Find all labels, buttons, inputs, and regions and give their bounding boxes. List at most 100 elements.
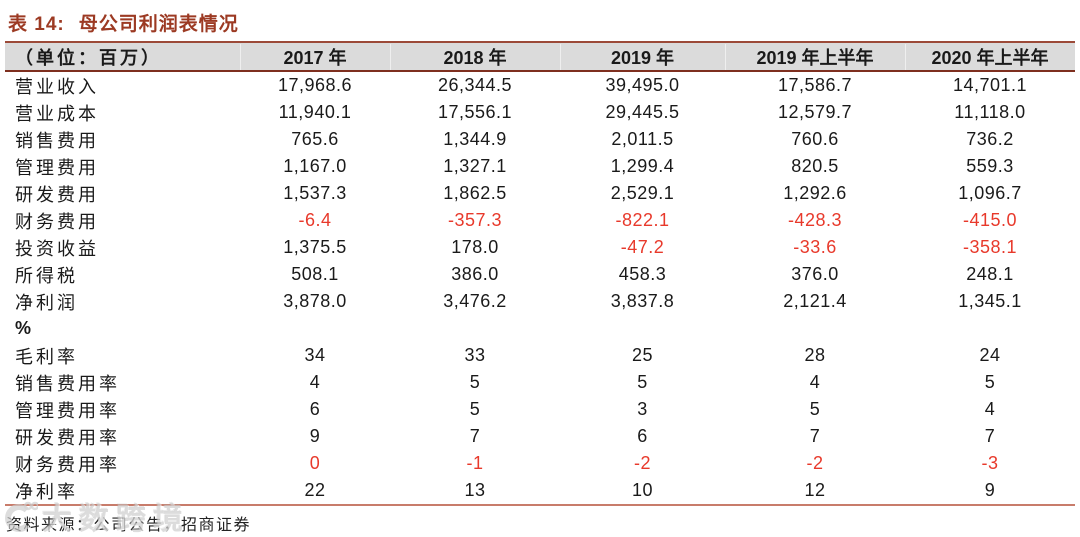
cell-value: 5 [809,399,821,419]
table-row: 研发费用率 9 7 6 7 7 [5,423,1075,450]
table-title: 表 14: 母公司利润表情况 [0,0,1080,41]
cell-value: 17,968.6 [277,75,353,95]
cell-value: -47.2 [620,237,665,257]
table-title-text: 母公司利润表情况 [78,14,239,35]
table-row: 净利率 22 13 10 12 9 [5,477,1075,504]
cell-value: -3 [981,453,999,473]
cell-value: 3,878.0 [283,291,347,311]
cell-value: 9 [984,480,996,500]
cell-value: 3 [637,399,648,419]
cell-value: 12 [804,480,826,500]
cell-value: 25 [631,345,654,365]
row-label: 财务费用率 [15,454,120,475]
table-row: 营业收入 17,968.6 26,344.5 39,495.0 17,586.7 14,7… [5,72,1075,99]
table-row: 投资收益 1,375.5 178.0 -47.2 -33.6 -358.1 [5,234,1075,261]
row-label: 管理费用率 [15,400,120,421]
cell-value: 7 [809,426,821,446]
row-label: 研发费用 [15,184,99,205]
cell-value: 12,579.7 [777,102,853,122]
row-label: 销售费用 [15,130,99,151]
cell-value: -358.1 [962,237,1018,257]
table-row: 财务费用 -6.4 -357.3 -822.1 -428.3 -415.0 [5,207,1075,234]
row-label: 研发费用率 [15,427,120,448]
table-row: 营业成本 11,940.1 17,556.1 29,445.5 12,579.7 11,1… [5,99,1075,126]
column-header-2017: 2017 年 [240,44,390,70]
cell-value: 2,011.5 [611,129,674,149]
cell-value: 1,327.1 [443,156,507,176]
row-label: 净利润 [15,292,78,313]
cell-value: 1,345.1 [958,291,1022,311]
cell-value: -2 [633,453,651,473]
cell-value: 26,344.5 [437,75,513,95]
column-header-2019: 2019 年 [560,44,725,70]
column-header-2020h1: 2020 年上半年 [905,44,1075,70]
cell-value: -822.1 [615,210,670,230]
cell-value: 3,837.8 [610,291,675,311]
cell-value: 39,495.0 [605,75,680,95]
cell-value: 4 [809,372,821,392]
cell-value: 4 [309,372,321,392]
table-row: 管理费用率 6 5 3 5 4 [5,396,1075,423]
table-header-row: （单位：百万） 2017 年 2018 年 2019 年 2019 年上半年 2… [5,43,1075,72]
cell-value: 4 [984,399,996,419]
cell-value: 29,445.5 [605,102,680,122]
table-row: 管理费用 1,167.0 1,327.1 1,299.4 820.5 559.3 [5,153,1075,180]
row-label: 投资收益 [15,238,99,259]
cell-value: 1,862.5 [443,183,507,203]
cell-value: -1 [466,453,484,473]
cell-value: -415.0 [962,210,1018,230]
cell-value: 5 [984,372,996,392]
cell-value: 34 [304,345,326,365]
cell-value: 3,476.2 [443,291,507,311]
cell-value: 458.3 [618,264,667,284]
table-number-tag: 表 14: [8,14,65,35]
cell-value: 14,701.1 [952,75,1028,95]
cell-value: 248.1 [966,264,1014,284]
cell-value: 0 [309,453,321,473]
cell-value: 11,940.1 [278,102,352,122]
table-row: 毛利率 34 33 25 28 24 [5,342,1075,369]
cell-value: 736.2 [966,129,1014,149]
table-row: 财务费用率 0 -1 -2 -2 -3 [5,450,1075,477]
cell-value: 508.1 [291,264,339,284]
cell-value: 5 [469,372,481,392]
cell-value: 6 [637,426,648,446]
row-label: 毛利率 [15,346,78,367]
cell-value: 1,167.0 [283,156,347,176]
cell-value: 5 [469,399,481,419]
table-row: 所得税 508.1 386.0 458.3 376.0 248.1 [5,261,1075,288]
cell-value: 1,299.4 [610,156,675,176]
cell-value: 10 [631,480,654,500]
cell-value: 765.6 [291,129,339,149]
table-row: 销售费用率 4 5 5 4 5 [5,369,1075,396]
cell-value: 13 [464,480,486,500]
cell-value: 5 [637,372,648,392]
cell-value: 386.0 [451,264,499,284]
cell-value: 7 [984,426,996,446]
row-label: 营业成本 [15,103,99,124]
cell-value: 1,537.3 [283,183,347,203]
column-header-2019h1: 2019 年上半年 [725,44,905,70]
cell-value: 33 [464,345,486,365]
table-row: 净利润 3,878.0 3,476.2 3,837.8 2,121.4 1,345.1 [5,288,1075,315]
cell-value: 17,586.7 [777,75,853,95]
cell-value: 2,121.4 [783,291,847,311]
cell-value: 1,344.9 [443,129,507,149]
row-label: % [15,318,32,338]
row-label: 营业收入 [15,76,99,97]
cell-value: 9 [309,426,321,446]
table-body: 营业收入 17,968.6 26,344.5 39,495.0 17,586.7 14,7… [5,72,1075,506]
cell-value: -428.3 [787,210,843,230]
cell-value: -6.4 [298,210,332,230]
row-label: 所得税 [15,265,78,286]
cell-value: -2 [806,453,824,473]
cell-value: 11,118.0 [954,102,1026,122]
cell-value: 820.5 [791,156,839,176]
cell-value: 1,292.6 [783,183,847,203]
cell-value: 2,529.1 [610,183,675,203]
row-label: 销售费用率 [15,373,120,394]
cell-value: 1,375.5 [283,237,347,257]
table-row: 销售费用 765.6 1,344.9 2,011.5 760.6 736.2 [5,126,1075,153]
column-header-2018: 2018 年 [390,44,560,70]
